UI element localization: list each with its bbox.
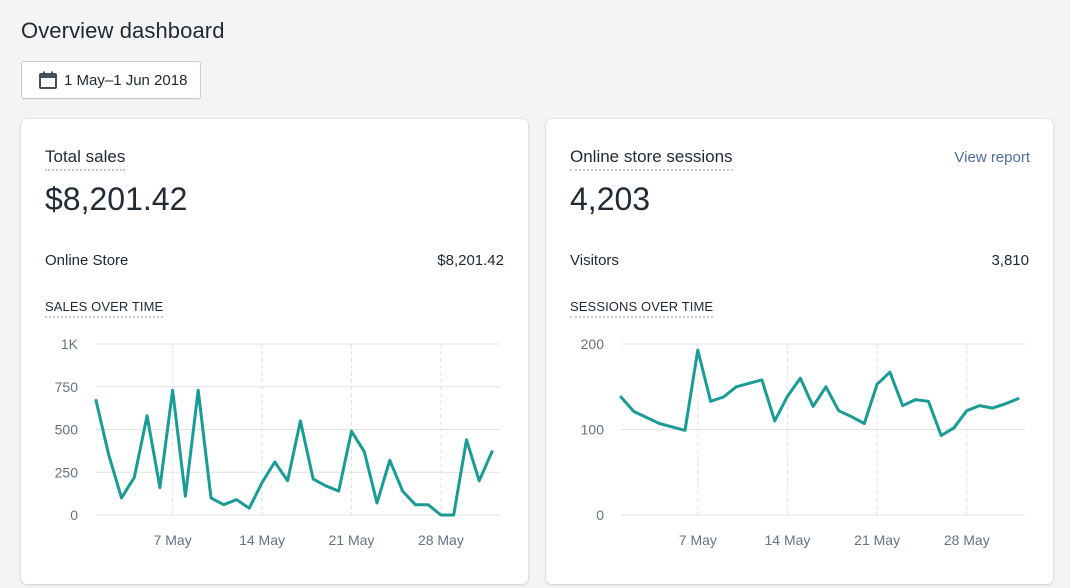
online-store-sessions-card: Online store sessions View report 4,203 …	[546, 119, 1053, 584]
series-line	[619, 348, 1020, 437]
total-sales-card: Total sales $8,201.42 Online Store $8,20…	[21, 119, 528, 584]
sales-over-time-title[interactable]: SALES OVER TIME	[45, 299, 164, 318]
sessions-over-time-title[interactable]: SESSIONS OVER TIME	[570, 299, 714, 318]
x-tick-label: 14 May	[239, 532, 285, 548]
online-store-sessions-title[interactable]: Online store sessions	[570, 147, 733, 171]
series-line	[94, 388, 494, 517]
x-tick-label: 14 May	[765, 532, 811, 548]
x-tick-label: 21 May	[854, 532, 900, 548]
y-tick-label: 0	[596, 507, 604, 523]
online-store-label: Online Store	[45, 252, 129, 269]
y-tick-label: 1K	[61, 336, 79, 352]
online-store-value: $8,201.42	[437, 252, 504, 269]
y-tick-label: 100	[581, 422, 605, 438]
visitors-value: 3,810	[991, 252, 1029, 269]
y-tick-label: 0	[70, 507, 78, 523]
y-tick-label: 500	[55, 422, 79, 438]
x-tick-label: 7 May	[154, 532, 192, 548]
y-tick-label: 250	[55, 464, 79, 480]
x-tick-label: 21 May	[329, 532, 375, 548]
page-title: Overview dashboard	[21, 18, 225, 43]
x-tick-label: 28 May	[418, 532, 464, 548]
visitors-label: Visitors	[570, 252, 619, 269]
calendar-icon	[38, 70, 58, 90]
total-sales-value: $8,201.42	[45, 181, 188, 217]
x-tick-label: 28 May	[944, 532, 990, 548]
total-sales-title[interactable]: Total sales	[45, 147, 126, 171]
sales-over-time-chart: 0 250 500 750 1K 7 May 14 May 21 May 28 May	[55, 336, 500, 548]
y-tick-label: 200	[581, 336, 605, 352]
date-range-label: 1 May–1 Jun 2018	[64, 71, 188, 89]
sessions-over-time-chart: 0 100 200 7 May 14 May 21 May 28 May	[581, 336, 1025, 548]
view-report-link[interactable]: View report	[954, 149, 1030, 166]
online-store-sessions-value: 4,203	[570, 181, 651, 217]
date-range-button[interactable]: 1 May–1 Jun 2018	[21, 61, 201, 99]
x-tick-label: 7 May	[679, 532, 717, 548]
y-tick-label: 750	[55, 379, 79, 395]
